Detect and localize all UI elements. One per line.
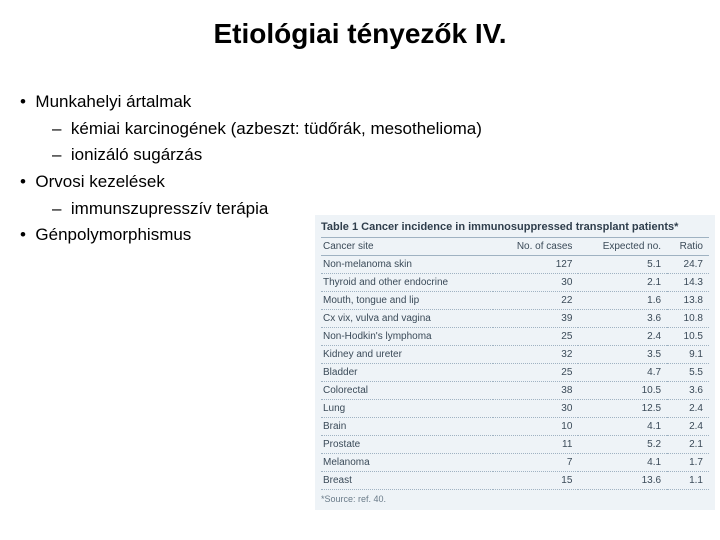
table-cell: 13.8 [667,292,709,310]
bullet-text: immunszupresszív terápia [71,199,268,218]
slide-title: Etiológiai tényezők IV. [0,18,720,50]
table-cell: 4.1 [578,418,667,436]
table-cell: 1.7 [667,454,709,472]
table-cell: 2.4 [578,328,667,346]
table-cell: 2.4 [667,400,709,418]
bullet-item: • Orvosi kezelések [20,170,482,195]
table-cell: 10.8 [667,310,709,328]
table-cell: 25 [493,328,578,346]
table-cell: 30 [493,400,578,418]
table-cell: 2.4 [667,418,709,436]
table-cell: 10 [493,418,578,436]
table-cell: 22 [493,292,578,310]
table-cell: 1.6 [578,292,667,310]
table-cell: Non-melanoma skin [321,256,493,274]
bullet-text: Orvosi kezelések [35,172,164,191]
table-cell: Bladder [321,364,493,382]
table-cell: 10.5 [667,328,709,346]
table-cell: Lung [321,400,493,418]
table-row: Mouth, tongue and lip221.613.8 [321,292,709,310]
bullet-text: Génpolymorphismus [35,225,191,244]
table-cell: 24.7 [667,256,709,274]
table-cell: Brain [321,418,493,436]
table-cell: 39 [493,310,578,328]
table-title: Table 1 Cancer incidence in immunosuppre… [321,219,709,237]
table-cell: 4.1 [578,454,667,472]
table-cell: 15 [493,472,578,490]
table-cell: Colorectal [321,382,493,400]
bullet-item: – kémiai karcinogének (azbeszt: tüdőrák,… [52,117,482,142]
col-header: No. of cases [493,238,578,256]
table-row: Prostate115.22.1 [321,436,709,454]
table-row: Melanoma74.11.7 [321,454,709,472]
table-row: Non-melanoma skin1275.124.7 [321,256,709,274]
bullet-text: kémiai karcinogének (azbeszt: tüdőrák, m… [71,119,482,138]
table-row: Brain104.12.4 [321,418,709,436]
col-header: Cancer site [321,238,493,256]
table-panel: Table 1 Cancer incidence in immunosuppre… [315,215,715,510]
table-cell: 3.5 [578,346,667,364]
table-cell: 5.5 [667,364,709,382]
table-cell: Breast [321,472,493,490]
table-cell: 14.3 [667,274,709,292]
table-cell: 9.1 [667,346,709,364]
table-cell: 3.6 [667,382,709,400]
table-cell: Cx vix, vulva and vagina [321,310,493,328]
table-cell: 38 [493,382,578,400]
table-cell: 5.2 [578,436,667,454]
table-row: Bladder254.75.5 [321,364,709,382]
table-cell: Prostate [321,436,493,454]
table-cell: Non-Hodkin's lymphoma [321,328,493,346]
table-cell: 2.1 [578,274,667,292]
table-cell: 13.6 [578,472,667,490]
table-row: Cx vix, vulva and vagina393.610.8 [321,310,709,328]
table-cell: 11 [493,436,578,454]
data-table: Cancer site No. of cases Expected no. Ra… [321,237,709,490]
table-row: Thyroid and other endocrine302.114.3 [321,274,709,292]
table-row: Breast1513.61.1 [321,472,709,490]
table-cell: 12.5 [578,400,667,418]
bullet-item: • Munkahelyi ártalmak [20,90,482,115]
table-cell: 30 [493,274,578,292]
table-row: Lung3012.52.4 [321,400,709,418]
col-header: Ratio [667,238,709,256]
col-header: Expected no. [578,238,667,256]
table-source: *Source: ref. 40. [321,490,709,504]
bullet-item: – ionizáló sugárzás [52,143,482,168]
table-cell: Mouth, tongue and lip [321,292,493,310]
table-row: Kidney and ureter323.59.1 [321,346,709,364]
table-cell: Melanoma [321,454,493,472]
table-cell: 1.1 [667,472,709,490]
table-cell: Kidney and ureter [321,346,493,364]
table-row: Non-Hodkin's lymphoma252.410.5 [321,328,709,346]
table-cell: 7 [493,454,578,472]
table-row: Colorectal3810.53.6 [321,382,709,400]
bullet-text: Munkahelyi ártalmak [35,92,191,111]
table-cell: 4.7 [578,364,667,382]
slide: Etiológiai tényezők IV. • Munkahelyi árt… [0,0,720,540]
table-body: Non-melanoma skin1275.124.7Thyroid and o… [321,256,709,490]
table-cell: 10.5 [578,382,667,400]
table-cell: 2.1 [667,436,709,454]
table-cell: 25 [493,364,578,382]
table-cell: 5.1 [578,256,667,274]
table-cell: 3.6 [578,310,667,328]
table-cell: 32 [493,346,578,364]
table-header-row: Cancer site No. of cases Expected no. Ra… [321,238,709,256]
table-cell: Thyroid and other endocrine [321,274,493,292]
bullet-text: ionizáló sugárzás [71,145,202,164]
table-cell: 127 [493,256,578,274]
